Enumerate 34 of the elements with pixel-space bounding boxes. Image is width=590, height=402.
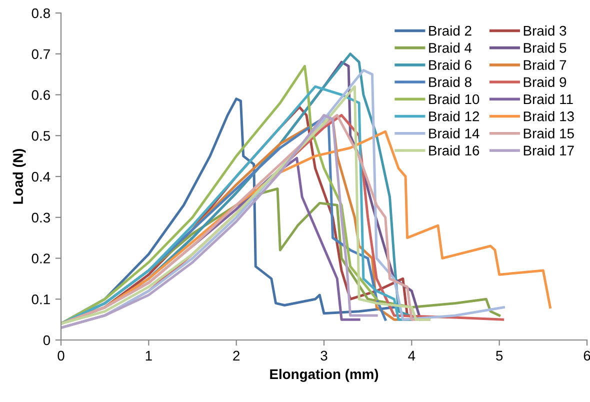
x-tick-label: 5 [496, 350, 503, 361]
x-tick-label: 6 [584, 350, 590, 361]
legend-label: Braid 4 [429, 42, 472, 53]
y-tick-label: 0.2 [32, 254, 50, 264]
legend-label: Braid 16 [429, 145, 480, 156]
legend-label: Braid 14 [429, 128, 480, 138]
y-tick-label: 0.6 [32, 90, 50, 100]
y-tick-label: 0.3 [32, 212, 50, 223]
y-tick-label: 0.1 [32, 294, 50, 304]
x-tick-label: 1 [146, 350, 152, 360]
x-tick-label: 2 [233, 350, 240, 360]
legend-label: Braid 8 [429, 76, 472, 88]
legend-label: Braid 5 [524, 42, 566, 53]
legend-label: Braid 6 [429, 60, 472, 70]
y-tick-label: 0.8 [32, 8, 50, 18]
legend-label: Braid 2 [429, 26, 472, 36]
y-tick-label: 0.7 [32, 49, 50, 60]
y-axis-title: Load (N) [12, 149, 26, 204]
x-tick-label: 3 [320, 350, 328, 361]
legend-label: Braid 17 [524, 145, 574, 156]
legend-label: Braid 7 [524, 60, 566, 70]
x-tick-label: 4 [408, 350, 416, 360]
legend-label: Braid 11 [524, 94, 573, 104]
y-tick-label: 0.4 [32, 172, 50, 182]
legend-label: Braid 3 [524, 26, 566, 36]
legend-label: Braid 13 [524, 111, 574, 122]
legend-label: Braid 9 [524, 76, 566, 88]
x-axis-title: Elongation (mm) [270, 368, 378, 382]
x-tick-label: 0 [58, 350, 64, 361]
y-tick-label: 0 [43, 335, 50, 346]
legend-label: Braid 12 [429, 111, 480, 122]
legend-label: Braid 15 [524, 128, 574, 138]
legend-label: Braid 10 [429, 94, 480, 104]
y-tick-label: 0.5 [32, 130, 50, 141]
